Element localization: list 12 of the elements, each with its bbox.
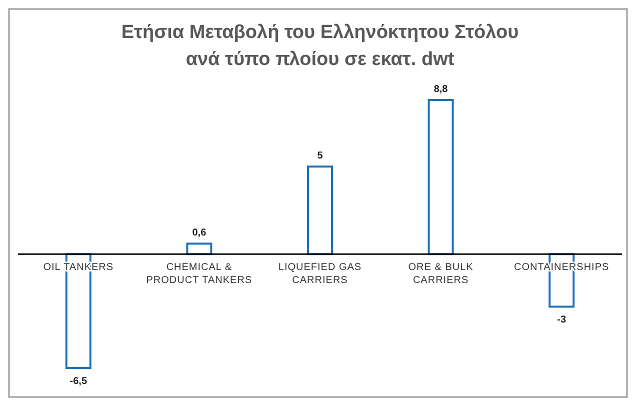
chart-subtitle: ανά τύπο πλοίου σε εκατ. dwt — [186, 49, 455, 70]
data-label: 8,8 — [434, 84, 448, 95]
x-tick-label: CHEMICAL & PRODUCT TANKERS — [146, 262, 252, 286]
x-tick-label: ORE & BULK CARRIERS — [408, 262, 474, 286]
chart-title: Ετήσια Μεταβολή του Ελληνόκτητου Στόλου — [121, 22, 519, 43]
bar — [307, 166, 333, 256]
data-label: -3 — [557, 314, 566, 326]
x-tick-label: LIQUEFIED GAS CARRIERS — [278, 262, 362, 286]
bar — [428, 99, 454, 256]
data-label: -6,5 — [70, 376, 88, 387]
data-label: 0,6 — [192, 228, 207, 239]
data-label: 5 — [317, 150, 324, 162]
